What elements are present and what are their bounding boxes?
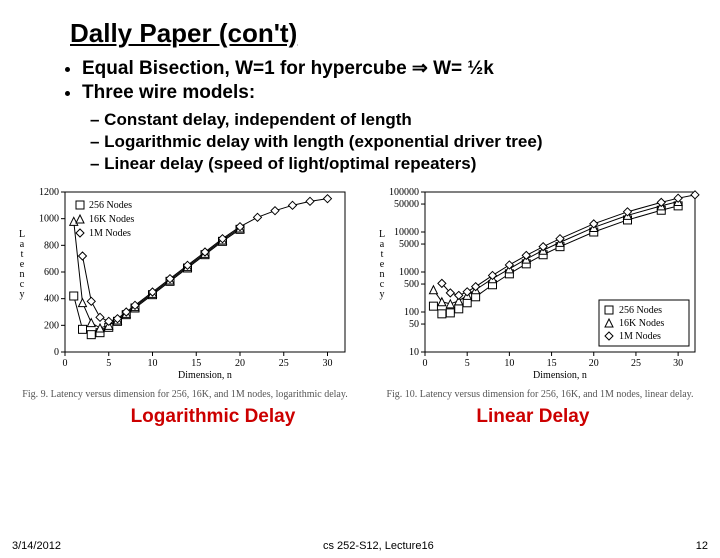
charts-row: 020040060080010001200051015202530Dimensi… [10, 182, 710, 400]
svg-text:15: 15 [191, 358, 201, 369]
svg-text:256 Nodes: 256 Nodes [619, 305, 662, 316]
label-linear: Linear Delay [476, 406, 589, 428]
svg-text:16K Nodes: 16K Nodes [619, 318, 664, 329]
bullet-2: Three wire models: [82, 82, 680, 104]
main-bullets: Equal Bisection, W=1 for hypercube ⇒ W= … [60, 57, 680, 104]
sub-bullet-1: – Constant delay, independent of length [90, 110, 680, 130]
chart-right-caption: Fig. 10. Latency versus dimension for 25… [370, 389, 710, 400]
chart-left: 0 200 400 600 800 1000 1200 0 5 10 15 20 25 30 Dimensi… [10, 182, 360, 400]
svg-text:y: y [20, 289, 25, 300]
svg-text:30: 30 [323, 358, 333, 369]
svg-text:500: 500 [404, 279, 419, 290]
svg-text:y: y [380, 289, 385, 300]
svg-text:25: 25 [279, 358, 289, 369]
page-title: Dally Paper (con't) [70, 18, 720, 49]
svg-text:1M Nodes: 1M Nodes [89, 228, 131, 239]
svg-text:0: 0 [54, 347, 59, 358]
footer: 3/14/2012 cs 252-S12, Lecture16 12 [0, 540, 720, 552]
footer-date: 3/14/2012 [12, 540, 61, 552]
chart-left-caption: Fig. 9. Latency versus dimension for 256… [10, 389, 360, 400]
svg-text:1000: 1000 [399, 267, 419, 278]
svg-text:0: 0 [63, 358, 68, 369]
svg-text:0: 0 [423, 358, 428, 369]
svg-text:5: 5 [106, 358, 111, 369]
svg-text:1000: 1000 [39, 214, 59, 225]
svg-text:20: 20 [235, 358, 245, 369]
svg-text:5000: 5000 [399, 239, 419, 250]
svg-text:100: 100 [404, 307, 419, 318]
svg-text:16K Nodes: 16K Nodes [89, 214, 134, 225]
svg-text:Dimension, n: Dimension, n [533, 370, 587, 381]
chart-labels: Logarithmic Delay Linear Delay [40, 406, 680, 428]
svg-text:50000: 50000 [394, 199, 419, 210]
svg-text:20: 20 [589, 358, 599, 369]
bullet-1: Equal Bisection, W=1 for hypercube ⇒ W= … [82, 57, 680, 80]
sub-bullet-2: – Logarithmic delay with length (exponen… [90, 132, 680, 152]
svg-text:1200: 1200 [39, 187, 59, 198]
svg-text:10000: 10000 [394, 227, 419, 238]
svg-text:200: 200 [44, 320, 59, 331]
svg-text:30: 30 [673, 358, 683, 369]
svg-text:1M Nodes: 1M Nodes [619, 331, 661, 342]
svg-text:600: 600 [44, 267, 59, 278]
svg-text:10: 10 [409, 347, 419, 358]
footer-page: 12 [696, 540, 708, 552]
svg-text:50: 50 [409, 319, 419, 330]
svg-text:10: 10 [504, 358, 514, 369]
chart-right: 10 50100 5001000 500010000 50000100000 0 5 10 15… [370, 182, 710, 400]
svg-text:100000: 100000 [389, 187, 419, 198]
svg-text:5: 5 [465, 358, 470, 369]
svg-text:400: 400 [44, 294, 59, 305]
sub-bullet-3: – Linear delay (speed of light/optimal r… [90, 154, 680, 174]
svg-text:10: 10 [148, 358, 158, 369]
svg-text:25: 25 [631, 358, 641, 369]
svg-text:256 Nodes: 256 Nodes [89, 200, 132, 211]
label-logarithmic: Logarithmic Delay [131, 406, 296, 428]
svg-text:15: 15 [547, 358, 557, 369]
sub-bullets: – Constant delay, independent of length … [90, 110, 680, 174]
footer-center: cs 252-S12, Lecture16 [323, 540, 434, 552]
svg-text:800: 800 [44, 240, 59, 251]
svg-text:Dimension, n: Dimension, n [178, 370, 232, 381]
